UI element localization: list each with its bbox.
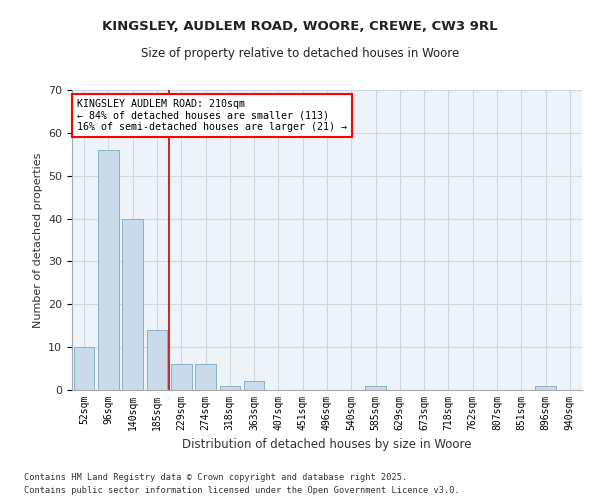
Bar: [146, 330, 167, 390]
Bar: [171, 364, 191, 390]
Text: Contains public sector information licensed under the Open Government Licence v3: Contains public sector information licen…: [24, 486, 460, 495]
Text: Contains HM Land Registry data © Crown copyright and database right 2025.: Contains HM Land Registry data © Crown c…: [24, 472, 407, 482]
Bar: [244, 382, 265, 390]
Bar: [122, 218, 143, 390]
Text: KINGSLEY AUDLEM ROAD: 210sqm
← 84% of detached houses are smaller (113)
16% of s: KINGSLEY AUDLEM ROAD: 210sqm ← 84% of de…: [77, 99, 347, 132]
Bar: [98, 150, 119, 390]
Text: KINGSLEY, AUDLEM ROAD, WOORE, CREWE, CW3 9RL: KINGSLEY, AUDLEM ROAD, WOORE, CREWE, CW3…: [102, 20, 498, 33]
X-axis label: Distribution of detached houses by size in Woore: Distribution of detached houses by size …: [182, 438, 472, 452]
Bar: [535, 386, 556, 390]
Bar: [74, 347, 94, 390]
Text: Size of property relative to detached houses in Woore: Size of property relative to detached ho…: [141, 48, 459, 60]
Bar: [220, 386, 240, 390]
Bar: [195, 364, 216, 390]
Y-axis label: Number of detached properties: Number of detached properties: [32, 152, 43, 328]
Bar: [365, 386, 386, 390]
